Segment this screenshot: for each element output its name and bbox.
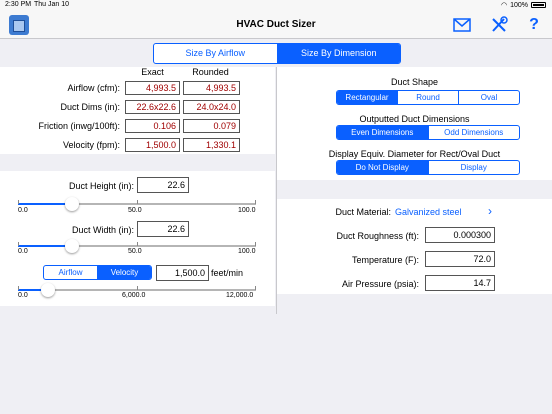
help-icon[interactable]: ? xyxy=(529,16,539,33)
status-time: 2:30 PM xyxy=(5,1,32,8)
velocity-knob[interactable] xyxy=(40,283,55,297)
airflow-velocity-control: Airflow Velocity xyxy=(43,265,152,280)
friction-rounded: 0.079 xyxy=(183,119,240,133)
duct-height-tick-min xyxy=(18,200,19,204)
duct-width-mid-label: 50.0 xyxy=(128,248,142,255)
option-display[interactable]: Display xyxy=(427,161,520,174)
tools-icon[interactable] xyxy=(489,15,509,35)
battery-icon xyxy=(531,2,546,8)
column-divider xyxy=(276,67,277,314)
duct-height-tick-max xyxy=(255,200,256,204)
duct-width-knob[interactable] xyxy=(64,239,79,253)
duct-material-label: Duct Material: xyxy=(335,207,391,217)
option-airflow[interactable]: Airflow xyxy=(58,268,83,277)
duct-width-track[interactable] xyxy=(18,245,256,247)
option-odd-dimensions[interactable]: Odd Dimensions xyxy=(427,126,520,139)
app-icon[interactable] xyxy=(9,15,29,35)
duct-height-max-label: 100.0 xyxy=(238,207,256,214)
duct-width-fill xyxy=(18,245,72,247)
status-right: ◠ 100% xyxy=(501,1,546,9)
duct-roughness-input[interactable]: 0.000300 xyxy=(425,227,495,243)
velocity-exact: 1,500.0 xyxy=(125,138,180,152)
mode-segmented-control: Size By Airflow Size By Dimension xyxy=(153,43,401,64)
duct-width-input[interactable]: 22.6 xyxy=(137,221,189,237)
air-pressure-label: Air Pressure (psia): xyxy=(341,279,419,289)
velocity-track[interactable] xyxy=(18,289,256,291)
option-do-not-display[interactable]: Do Not Display xyxy=(337,161,428,174)
chevron-right-icon[interactable]: › xyxy=(488,204,492,218)
rounded-header: Rounded xyxy=(192,67,229,77)
nav-title: HVAC Duct Sizer xyxy=(236,19,316,30)
velocity-rounded: 1,330.1 xyxy=(183,138,240,152)
velocity-tick-max xyxy=(255,286,256,290)
velocity-label: Velocity (fpm): xyxy=(62,140,120,150)
properties-panel: Duct Material: Galvanized steel › Duct R… xyxy=(277,199,552,294)
tab-size-by-dimension[interactable]: Size By Dimension xyxy=(276,44,400,63)
airflow-label: Airflow (cfm): xyxy=(67,83,121,93)
option-velocity[interactable]: Velocity xyxy=(97,266,151,279)
outputted-dims-control: Even Dimensions Odd Dimensions xyxy=(336,125,520,140)
velocity-max-label: 12,000.0 xyxy=(226,292,254,299)
duct-width-tick-min xyxy=(18,242,19,246)
velocity-fill xyxy=(18,289,48,291)
duct-height-track[interactable] xyxy=(18,203,256,205)
status-date: Thu Jan 10 xyxy=(34,1,70,8)
outputted-dims-title: Outputted Duct Dimensions xyxy=(359,114,470,124)
duct-width-label: Duct Width (in): xyxy=(71,225,134,235)
option-even-dimensions[interactable]: Even Dimensions xyxy=(337,126,428,139)
airflow-rounded: 4,993.5 xyxy=(183,81,240,95)
wifi-icon: ◠ xyxy=(500,2,508,9)
option-rectangular[interactable]: Rectangular xyxy=(337,91,397,104)
duct-width-min-label: 0.0 xyxy=(18,248,28,255)
option-oval[interactable]: Oval xyxy=(458,91,519,104)
velocity-mid-label: 6,000.0 xyxy=(122,292,146,299)
results-panel: Exact Rounded Airflow (cfm): 4,993.5 4,9… xyxy=(0,67,275,154)
status-bar: 2:30 PM Thu Jan 10 ◠ 100% xyxy=(0,0,552,11)
velocity-input[interactable]: 1,500.0 xyxy=(156,265,209,281)
duct-dims-rounded: 24.0x24.0 xyxy=(183,100,240,114)
duct-width-max-label: 100.0 xyxy=(238,248,256,255)
duct-roughness-label: Duct Roughness (ft): xyxy=(336,231,419,241)
option-round[interactable]: Round xyxy=(397,91,458,104)
exact-header: Exact xyxy=(141,67,164,77)
duct-material-value[interactable]: Galvanized steel xyxy=(395,207,462,217)
air-pressure-input[interactable]: 14.7 xyxy=(425,275,495,291)
duct-shape-control: Rectangular Round Oval xyxy=(336,90,520,105)
equiv-diameter-control: Do Not Display Display xyxy=(336,160,520,175)
nav-bar: HVAC Duct Sizer ? xyxy=(0,11,552,39)
battery-percent: 100% xyxy=(510,1,528,9)
duct-dims-label: Duct Dims (in): xyxy=(60,102,120,112)
mail-icon[interactable] xyxy=(452,15,472,35)
friction-exact: 0.106 xyxy=(125,119,180,133)
duct-width-tick-max xyxy=(255,242,256,246)
duct-height-input[interactable]: 22.6 xyxy=(137,177,189,193)
duct-height-mid-label: 50.0 xyxy=(128,207,142,214)
duct-height-knob[interactable] xyxy=(64,197,79,211)
duct-shape-title: Duct Shape xyxy=(390,77,439,87)
temperature-label: Temperature (F): xyxy=(351,255,419,265)
duct-dims-exact: 22.6x22.6 xyxy=(125,100,180,114)
duct-height-tick-mid xyxy=(137,200,138,204)
friction-label: Friction (inwg/100ft): xyxy=(38,121,120,131)
velocity-unit: feet/min xyxy=(211,268,244,278)
sliders-panel: Duct Height (in): 22.6 0.0 50.0 100.0 Du… xyxy=(0,171,275,306)
duct-height-label: Duct Height (in): xyxy=(68,181,134,191)
duct-width-tick-mid xyxy=(137,242,138,246)
airflow-exact: 4,993.5 xyxy=(125,81,180,95)
velocity-tick-mid xyxy=(137,286,138,290)
temperature-input[interactable]: 72.0 xyxy=(425,251,495,267)
equiv-diameter-title: Display Equiv. Diameter for Rect/Oval Du… xyxy=(328,149,501,159)
options-panel: Duct Shape Rectangular Round Oval Output… xyxy=(277,67,552,180)
velocity-tick-min xyxy=(18,286,19,290)
duct-height-min-label: 0.0 xyxy=(18,207,28,214)
tab-size-by-airflow[interactable]: Size By Airflow xyxy=(185,48,246,58)
duct-height-fill xyxy=(18,203,72,205)
velocity-min-label: 0.0 xyxy=(18,292,28,299)
